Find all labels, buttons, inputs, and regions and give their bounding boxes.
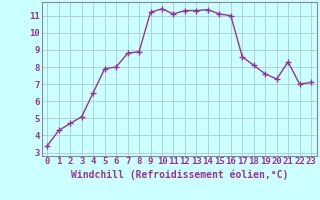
X-axis label: Windchill (Refroidissement éolien,°C): Windchill (Refroidissement éolien,°C)	[70, 169, 288, 180]
